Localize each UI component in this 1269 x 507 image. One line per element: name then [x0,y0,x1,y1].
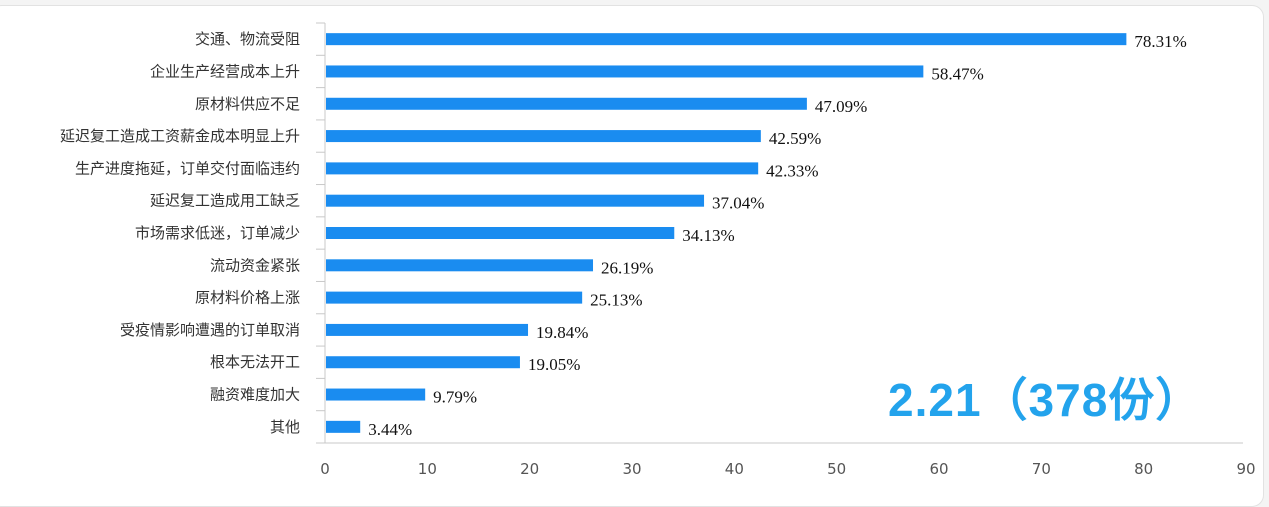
data-label: 58.47% [931,64,983,83]
x-tick-label: 40 [725,460,744,478]
x-tick-label: 60 [929,460,948,478]
bar [326,323,529,336]
bar [326,356,520,369]
data-label: 47.09% [815,97,867,116]
x-tick-label: 50 [827,460,846,478]
bar [326,97,807,110]
data-label: 25.13% [590,291,642,310]
x-tick-label: 90 [1236,460,1255,478]
data-label: 3.44% [368,420,412,439]
data-label: 9.79% [433,388,477,407]
category-label: 其他 [270,418,300,436]
category-label: 交通、物流受阻 [195,30,300,48]
data-label: 78.31% [1134,32,1186,51]
category-label: 受疫情影响遭遇的订单取消 [120,321,300,339]
category-label: 延迟复工造成用工缺乏 [150,192,300,210]
data-label: 34.13% [682,226,734,245]
category-label: 原材料价格上涨 [195,289,300,307]
bar [326,259,594,272]
category-label: 企业生产经营成本上升 [150,62,300,80]
bar [326,291,583,304]
bar [326,194,705,207]
data-label: 26.19% [601,258,653,277]
bar [326,227,675,239]
x-tick-label: 30 [622,460,641,478]
category-label: 流动资金紧张 [210,256,300,274]
x-tick-label: 0 [320,460,330,478]
bar [326,162,759,175]
bar [326,420,361,433]
data-label: 42.59% [769,129,821,148]
category-label: 延迟复工造成工资薪金成本明显上升 [60,127,300,145]
bar [326,388,426,401]
bar [326,130,761,143]
chart-card [0,5,1264,507]
x-tick-label: 70 [1032,460,1051,478]
category-label: 融资难度加大 [210,386,300,404]
data-label: 19.05% [528,355,580,374]
bar [326,33,1127,46]
bar [326,65,924,78]
category-label: 生产进度拖延，订单交付面临违约 [75,159,300,177]
data-label: 19.84% [536,323,588,342]
x-tick-label: 20 [520,460,539,478]
data-label: 37.04% [712,194,764,213]
category-label: 原材料供应不足 [195,95,300,113]
date-count-annotation: 2.21（378份） [888,374,1203,426]
x-tick-label: 80 [1134,460,1153,478]
category-label: 根本无法开工 [210,353,300,371]
category-label: 市场需求低迷，订单减少 [135,224,300,242]
x-tick-label: 10 [418,460,437,478]
data-label: 42.33% [766,161,818,180]
